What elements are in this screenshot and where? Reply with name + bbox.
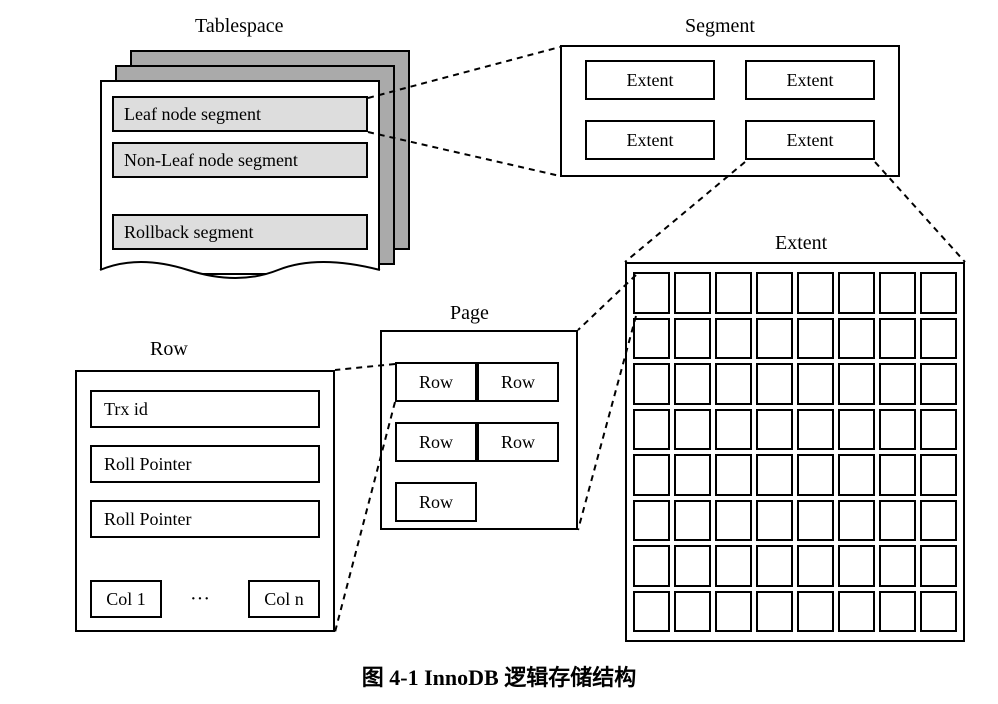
extent-page-cell — [838, 272, 875, 314]
extent-page-cell — [838, 500, 875, 542]
extent-page-cell — [920, 454, 957, 496]
extent-page-cell — [756, 591, 793, 633]
row-item-0: Trx id — [90, 390, 320, 428]
extent-page-cell — [797, 545, 834, 587]
extent-page-cell — [633, 409, 670, 451]
page-row-2: Row — [395, 422, 477, 462]
diagram-canvas: Tablespace Segment Extent Page Row Leaf … — [0, 0, 998, 704]
segment-label: Segment — [685, 15, 755, 38]
extent-page-cell — [920, 318, 957, 360]
extent-page-cell — [838, 363, 875, 405]
extent-page-cell — [797, 500, 834, 542]
extent-page-cell — [715, 591, 752, 633]
tablespace-segment-0: Leaf node segment — [112, 96, 368, 132]
extent-page-cell — [633, 454, 670, 496]
extent-page-cell — [756, 500, 793, 542]
row-item-2: Roll Pointer — [90, 500, 320, 538]
extent-page-cell — [633, 363, 670, 405]
extent-page-cell — [756, 363, 793, 405]
tablespace-wave — [98, 258, 382, 288]
extent-page-cell — [879, 454, 916, 496]
extent-page-cell — [920, 545, 957, 587]
extent-page-cell — [838, 591, 875, 633]
page-row-0: Row — [395, 362, 477, 402]
row-item-1: Roll Pointer — [90, 445, 320, 483]
page-row-4: Row — [395, 482, 477, 522]
extent-page-cell — [674, 591, 711, 633]
extent-page-cell — [756, 409, 793, 451]
extent-page-cell — [633, 500, 670, 542]
extent-label: Extent — [775, 232, 827, 255]
page-label: Page — [450, 302, 489, 325]
extent-page-cell — [674, 363, 711, 405]
extent-page-cell — [920, 409, 957, 451]
extent-page-cell — [879, 272, 916, 314]
extent-page-cell — [633, 318, 670, 360]
extent-page-cell — [879, 363, 916, 405]
extent-page-cell — [715, 545, 752, 587]
extent-page-cell — [879, 591, 916, 633]
extent-page-cell — [838, 454, 875, 496]
extent-page-cell — [756, 318, 793, 360]
figure-caption: 图 4-1 InnoDB 逻辑存储结构 — [0, 660, 998, 692]
row-col-first: Col 1 — [90, 580, 162, 618]
extent-page-cell — [715, 363, 752, 405]
extent-page-cell — [838, 545, 875, 587]
extent-page-cell — [756, 545, 793, 587]
extent-page-cell — [797, 591, 834, 633]
segment-extent-2: Extent — [585, 120, 715, 160]
extent-page-cell — [920, 500, 957, 542]
tablespace-segment-1: Non-Leaf node segment — [112, 142, 368, 178]
extent-page-cell — [756, 454, 793, 496]
extent-page-cell — [797, 454, 834, 496]
extent-page-cell — [920, 591, 957, 633]
extent-page-cell — [633, 591, 670, 633]
extent-page-cell — [715, 454, 752, 496]
extent-page-cell — [797, 409, 834, 451]
extent-page-cell — [879, 545, 916, 587]
extent-page-cell — [674, 545, 711, 587]
extent-page-cell — [797, 272, 834, 314]
extent-page-cell — [879, 409, 916, 451]
segment-extent-1: Extent — [745, 60, 875, 100]
extent-page-cell — [715, 500, 752, 542]
extent-page-cell — [674, 272, 711, 314]
extent-page-cell — [674, 500, 711, 542]
extent-page-cell — [674, 409, 711, 451]
extent-page-cell — [920, 363, 957, 405]
page-row-3: Row — [477, 422, 559, 462]
extent-page-cell — [879, 318, 916, 360]
tablespace-label: Tablespace — [195, 15, 284, 38]
extent-page-cell — [633, 272, 670, 314]
extent-page-cell — [920, 272, 957, 314]
extent-page-cell — [715, 409, 752, 451]
extent-page-cell — [715, 272, 752, 314]
extent-page-cell — [838, 409, 875, 451]
extent-page-cell — [633, 545, 670, 587]
extent-page-cell — [797, 318, 834, 360]
extent-page-cell — [715, 318, 752, 360]
extent-page-cell — [674, 454, 711, 496]
row-col-last: Col n — [248, 580, 320, 618]
row-label: Row — [150, 338, 188, 361]
page-row-1: Row — [477, 362, 559, 402]
row-col-dots: ··· — [175, 582, 225, 616]
extent-page-cell — [838, 318, 875, 360]
extent-page-cell — [756, 272, 793, 314]
extent-page-cell — [879, 500, 916, 542]
segment-extent-3: Extent — [745, 120, 875, 160]
segment-extent-0: Extent — [585, 60, 715, 100]
tablespace-segment-2: Rollback segment — [112, 214, 368, 250]
extent-page-cell — [674, 318, 711, 360]
extent-page-cell — [797, 363, 834, 405]
